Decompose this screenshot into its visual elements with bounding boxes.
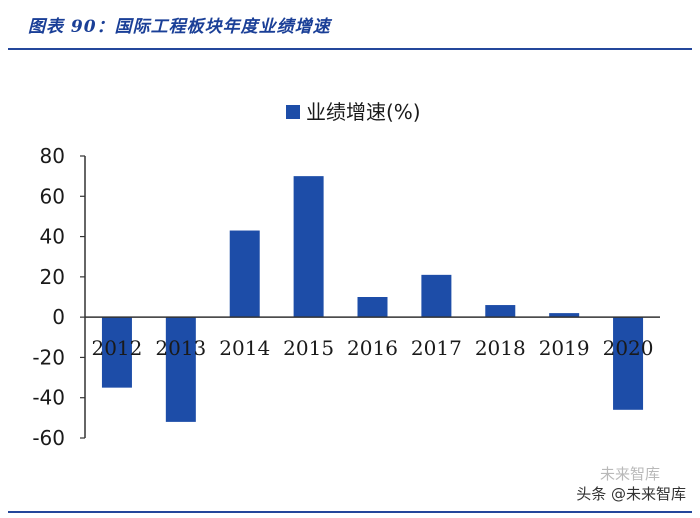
- y-tick-label: 80: [40, 144, 65, 168]
- bars-group: [101, 176, 644, 422]
- x-tick-label: 2019: [539, 336, 590, 360]
- y-tick-label: 20: [40, 265, 65, 289]
- bar-2020: [613, 317, 644, 410]
- x-tick-label: 2020: [603, 336, 654, 360]
- bar-2018: [485, 305, 516, 318]
- bar-2016: [357, 297, 388, 318]
- y-tick-label: -40: [32, 386, 65, 410]
- x-tick-label: 2014: [219, 336, 270, 360]
- y-tick-label: -20: [32, 345, 65, 369]
- bar-2019: [549, 313, 580, 318]
- x-tick-label: 2015: [283, 336, 334, 360]
- x-tick-label: 2012: [91, 336, 142, 360]
- axes-group: [80, 155, 86, 439]
- bar-2012: [101, 317, 132, 388]
- watermark-secondary: 未来智库: [599, 465, 660, 483]
- legend-label: 业绩增速(%): [306, 100, 421, 124]
- y-tick-label: -60: [32, 426, 65, 450]
- y-tick-label: 60: [40, 184, 65, 208]
- y-tick-label: 0: [52, 305, 65, 329]
- x-tick-label: 2016: [347, 336, 398, 360]
- x-tick-label: 2017: [411, 336, 462, 360]
- watermark: 头条 @未来智库: [576, 485, 686, 503]
- x-tick-label: 2018: [475, 336, 526, 360]
- x-tick-label: 2013: [155, 336, 206, 360]
- bar-2014: [229, 230, 260, 318]
- y-tick-label: 40: [40, 225, 65, 249]
- legend-swatch: [286, 105, 300, 119]
- title-divider: [8, 48, 692, 50]
- bar-2013: [165, 317, 196, 422]
- labels-group: 80 60 40 20 0 -20 -40 -60 2012 2013 2014 2015 2016 20…: [32, 144, 660, 450]
- figure-title: 图表 90：国际工程板块年度业绩增速: [28, 17, 331, 37]
- bottom-divider: [8, 511, 692, 513]
- bar-2017: [421, 274, 452, 318]
- bar-2015: [293, 176, 324, 318]
